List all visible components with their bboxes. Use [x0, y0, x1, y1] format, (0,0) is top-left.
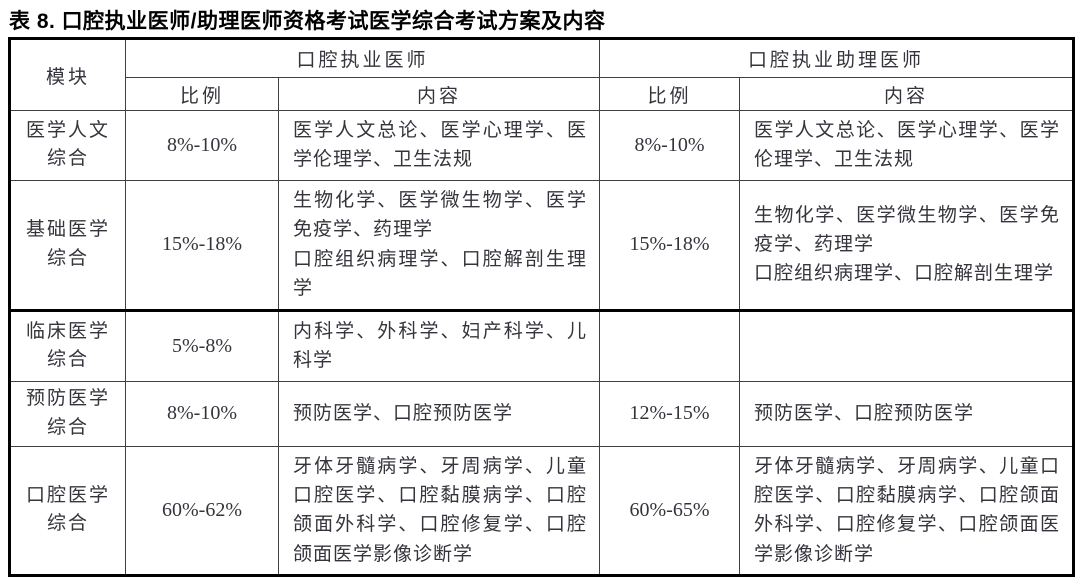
module-cell: 临床医学综合 [9, 308, 126, 382]
header-content-assistant: 内容 [739, 77, 1075, 111]
content-paragraph: 生物化学、医学微生物学、医学免疫学、药理学 [293, 189, 588, 241]
content-cell-assistant: 预防医学、口腔预防医学 [739, 380, 1075, 447]
header-row-groups: 模块 口腔执业医师 口腔执业助理医师 [9, 38, 1075, 111]
table-row-preventive-medicine: 预防医学综合 8%-10% 预防医学、口腔预防医学 12%-15% 预防医学、口… [9, 380, 1075, 447]
table-row-clinical-medicine: 临床医学综合 5%-8% 内科学、外科学、妇产科学、儿科学 [9, 308, 1075, 382]
content-cell-practicing: 内科学、外科学、妇产科学、儿科学 [277, 308, 601, 382]
header-group-practicing-physician: 口腔执业医师 [124, 38, 601, 78]
ratio-cell-practicing: 8%-10% [125, 380, 279, 447]
content-paragraph: 医学人文总论、医学心理学、医学伦理学、卫生法规 [293, 120, 588, 171]
header-ratio-assistant: 比例 [599, 77, 741, 111]
ratio-cell-assistant: 12%-15% [599, 380, 741, 447]
header-group-assistant-physician: 口腔执业助理医师 [599, 38, 1075, 78]
table-row-medical-humanities: 医学人文综合 8%-10% 医学人文总论、医学心理学、医学伦理学、卫生法规 8%… [9, 110, 1075, 181]
ratio-cell-assistant: 15%-18% [599, 179, 741, 311]
content-cell-practicing: 生物化学、医学微生物学、医学免疫学、药理学 口腔组织病理学、口腔解剖生理学 [277, 179, 601, 311]
table-caption: 表 8. 口腔执业医师/助理医师资格考试医学综合考试方案及内容 [9, 10, 606, 33]
content-cell-assistant [739, 308, 1075, 382]
content-cell-practicing: 医学人文总论、医学心理学、医学伦理学、卫生法规 [277, 110, 601, 181]
module-cell: 基础医学综合 [9, 179, 126, 311]
module-cell: 预防医学综合 [9, 380, 126, 447]
module-cell: 医学人文综合 [9, 110, 126, 181]
content-paragraph: 口腔组织病理学、口腔解剖生理学 [754, 263, 1055, 285]
table-row-stomatology: 口腔医学综合 60%-62% 牙体牙髓病学、牙周病学、儿童口腔医学、口腔黏膜病学… [9, 445, 1075, 577]
content-paragraph: 牙体牙髓病学、牙周病学、儿童口腔医学、口腔黏膜病学、口腔颌面外科学、口腔修复学、… [293, 455, 588, 565]
content-paragraph: 医学人文总论、医学心理学、医学伦理学、卫生法规 [754, 120, 1061, 171]
content-paragraph: 生物化学、医学微生物学、医学免疫学、药理学 [754, 204, 1061, 256]
content-cell-assistant: 医学人文总论、医学心理学、医学伦理学、卫生法规 [739, 110, 1075, 181]
content-cell-practicing: 牙体牙髓病学、牙周病学、儿童口腔医学、口腔黏膜病学、口腔颌面外科学、口腔修复学、… [277, 445, 601, 577]
content-paragraph: 口腔组织病理学、口腔解剖生理学 [293, 248, 588, 300]
ratio-cell-practicing: 60%-62% [125, 445, 279, 577]
table-row-basic-medicine: 基础医学综合 15%-18% 生物化学、医学微生物学、医学免疫学、药理学 口腔组… [9, 179, 1075, 311]
exam-plan-table: 模块 口腔执业医师 口腔执业助理医师 比例 内容 比例 内容 医学人文综合 8%… [8, 37, 1076, 577]
ratio-cell-assistant: 8%-10% [599, 110, 741, 181]
header-module: 模块 [9, 38, 126, 111]
content-paragraph: 内科学、外科学、妇产科学、儿科学 [293, 320, 588, 372]
content-cell-practicing: 预防医学、口腔预防医学 [277, 380, 601, 447]
header-ratio-practicing: 比例 [125, 77, 279, 111]
ratio-cell-assistant [599, 308, 741, 382]
content-paragraph: 牙体牙髓病学、牙周病学、儿童口腔医学、口腔黏膜病学、口腔颌面外科学、口腔修复学、… [754, 455, 1061, 565]
content-paragraph: 预防医学、口腔预防医学 [293, 402, 514, 424]
header-content-practicing: 内容 [277, 77, 601, 111]
ratio-cell-assistant: 60%-65% [599, 445, 741, 577]
module-cell: 口腔医学综合 [9, 445, 126, 577]
ratio-cell-practicing: 15%-18% [125, 179, 279, 311]
ratio-cell-practicing: 8%-10% [125, 110, 279, 181]
header-row-subcolumns: 比例 内容 比例 内容 [10, 77, 1075, 111]
ratio-cell-practicing: 5%-8% [125, 308, 279, 382]
content-cell-assistant: 生物化学、医学微生物学、医学免疫学、药理学 口腔组织病理学、口腔解剖生理学 [739, 179, 1075, 311]
content-cell-assistant: 牙体牙髓病学、牙周病学、儿童口腔医学、口腔黏膜病学、口腔颌面外科学、口腔修复学、… [739, 445, 1075, 577]
content-paragraph: 预防医学、口腔预防医学 [754, 402, 975, 424]
